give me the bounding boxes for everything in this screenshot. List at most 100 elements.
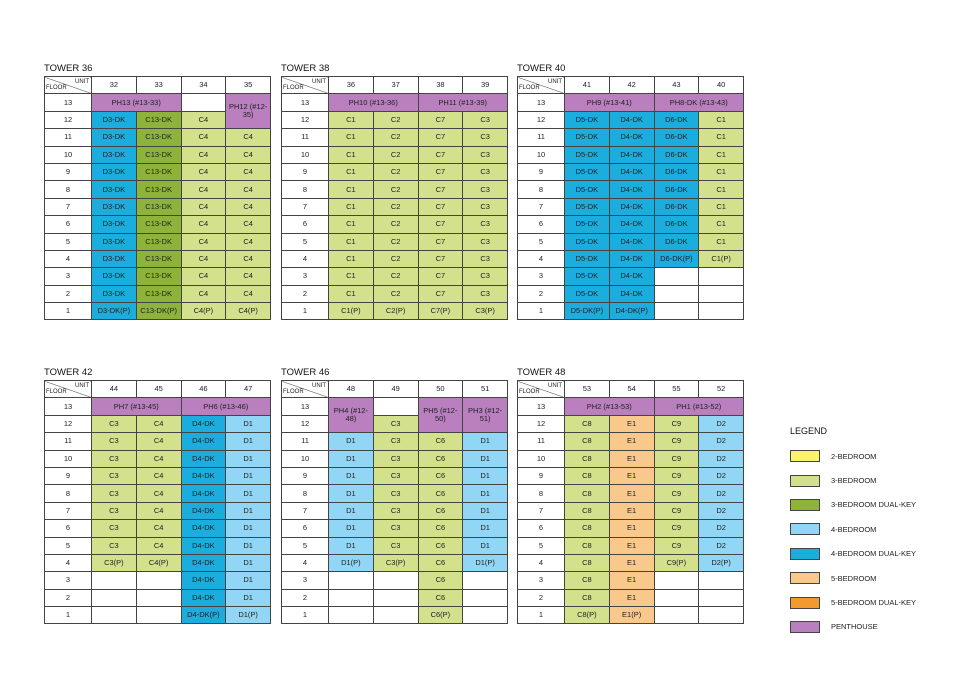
floor-number: 8 xyxy=(44,484,92,503)
floor-number: 2 xyxy=(281,588,329,608)
empty-cell xyxy=(372,606,419,625)
unit-cell: C4 xyxy=(180,267,227,286)
unit-cell: C8 xyxy=(564,432,610,451)
floor-row: 1 C6(P) xyxy=(281,606,508,625)
unit-cell: C4(P) xyxy=(225,302,271,321)
unit-cell: C9 xyxy=(653,466,700,486)
corner-cell: UNIT FLOOR xyxy=(44,75,92,95)
empty-cell xyxy=(698,588,744,608)
floor-row: 4 C3(P) C4(P) D4-DK D1 xyxy=(44,553,271,573)
legend-label: 5-BEDROOM xyxy=(831,573,877,583)
floor-label: FLOOR xyxy=(46,389,67,396)
floor-row: 7 D3-DK C13-DK C4 C4 xyxy=(44,197,271,217)
floor-row: 7 D5-DK D4-DK D6-DK C1 xyxy=(517,197,744,217)
floor-label: FLOOR xyxy=(519,85,540,92)
floor-row: 9 C3 C4 D4-DK D1 xyxy=(44,466,271,486)
unit-cell: D1(P) xyxy=(462,553,508,573)
unit-cell: C13-DK xyxy=(135,128,182,147)
unit-cell: PH12 (#12-35) xyxy=(225,93,271,130)
floor-number: 4 xyxy=(281,249,329,269)
unit-cell: D4-DK(P) xyxy=(608,302,655,321)
unit-cell: D1 xyxy=(225,519,271,538)
unit-cell: D2(P) xyxy=(698,553,744,573)
unit-cell: D6-DK xyxy=(653,180,700,199)
unit-cell: C8 xyxy=(564,501,610,521)
unit-cell: E1 xyxy=(608,571,655,590)
unit-cell: C1 xyxy=(328,145,374,164)
floor-number: 10 xyxy=(517,145,565,164)
unit-cell: D3-DK xyxy=(91,215,137,234)
unit-cell: C6 xyxy=(417,449,464,468)
empty-cell xyxy=(91,571,137,590)
floor-row: 6 C3 C4 D4-DK D1 xyxy=(44,519,271,538)
unit-cell: C2 xyxy=(372,267,419,286)
unit-number: 41 xyxy=(564,75,610,95)
floor-row: 1 C8(P) E1(P) xyxy=(517,606,744,625)
unit-cell: D6-DK xyxy=(653,145,700,164)
tower-title: TOWER 46 xyxy=(281,367,330,378)
unit-cell: C7(P) xyxy=(417,302,464,321)
unit-cell: C13-DK(P) xyxy=(135,302,182,321)
unit-cell: D2 xyxy=(698,414,744,434)
floor-row: 1 D5-DK(P) D4-DK(P) xyxy=(517,302,744,321)
unit-cell: C3 xyxy=(462,162,508,182)
floor-number: 12 xyxy=(281,110,329,130)
unit-cell: C4 xyxy=(225,197,271,217)
unit-cell: D1 xyxy=(462,449,508,468)
unit-cell: C4 xyxy=(180,232,227,251)
unit-cell: D5-DK xyxy=(564,249,610,269)
unit-cell: D6-DK xyxy=(653,110,700,130)
unit-cell: D4-DK xyxy=(608,162,655,182)
unit-number: 36 xyxy=(328,75,374,95)
unit-label: UNIT xyxy=(75,383,89,389)
corner-cell: UNIT FLOOR xyxy=(281,379,329,399)
floor-number: 11 xyxy=(517,128,565,147)
floor-number: 8 xyxy=(281,180,329,199)
tower: TOWER 42 UNIT FLOOR 44 45 46 47 13 PH7 (#13-45) P… xyxy=(44,368,271,625)
unit-number: 54 xyxy=(608,379,655,399)
unit-cell: D6-DK xyxy=(653,232,700,251)
unit-cell: D1 xyxy=(462,484,508,503)
unit-table: UNIT FLOOR 53 54 55 52 13 PH2 (#13-53) PH1 (#13-… xyxy=(517,379,744,625)
unit-cell: C8 xyxy=(564,466,610,486)
unit-cell: C3 xyxy=(91,484,137,503)
unit-number: 55 xyxy=(653,379,700,399)
unit-cell: PH13 (#13-33) xyxy=(91,93,182,112)
unit-cell: D1 xyxy=(225,501,271,521)
floor-row: 5 C3 C4 D4-DK D1 xyxy=(44,536,271,555)
unit-cell: C1(P) xyxy=(698,249,744,269)
unit-cell: D2 xyxy=(698,449,744,468)
unit-cell: C13-DK xyxy=(135,162,182,182)
unit-cell: D1 xyxy=(462,519,508,538)
floor-label: FLOOR xyxy=(46,85,67,92)
floor-number: 10 xyxy=(44,449,92,468)
unit-cell: C6 xyxy=(417,432,464,451)
unit-cell: C8 xyxy=(564,449,610,468)
unit-cell: C3 xyxy=(372,519,419,538)
unit-cell: D4-DK xyxy=(180,571,227,590)
unit-cell: C4 xyxy=(225,180,271,199)
floor-number: 1 xyxy=(517,302,565,321)
header-row: UNIT FLOOR 32 33 34 35 xyxy=(44,75,271,95)
unit-cell: D4-DK xyxy=(608,110,655,130)
header-row: UNIT FLOOR 41 42 43 40 xyxy=(517,75,744,95)
unit-cell: C13-DK xyxy=(135,249,182,269)
unit-cell: D3-DK xyxy=(91,249,137,269)
unit-cell: C3 xyxy=(372,466,419,486)
unit-cell: D5-DK xyxy=(564,267,610,286)
unit-cell: C3 xyxy=(91,536,137,555)
unit-number: 39 xyxy=(462,75,508,95)
floor-number: 13 xyxy=(517,93,565,112)
unit-cell: C8 xyxy=(564,588,610,608)
empty-cell xyxy=(653,606,700,625)
floor-row: 13 PH13 (#13-33) PH12 (#12-35) xyxy=(44,93,271,130)
floor-number: 1 xyxy=(517,606,565,625)
unit-cell: E1 xyxy=(608,414,655,434)
unit-cell: D3-DK xyxy=(91,110,137,130)
unit-cell: C4 xyxy=(225,215,271,234)
unit-cell: D4-DK xyxy=(608,145,655,164)
floor-row: 3 C6 xyxy=(281,571,508,590)
unit-cell: D1 xyxy=(328,501,374,521)
floor-row: 2 D3-DK C13-DK C4 C4 xyxy=(44,284,271,304)
floor-number: 3 xyxy=(281,571,329,590)
